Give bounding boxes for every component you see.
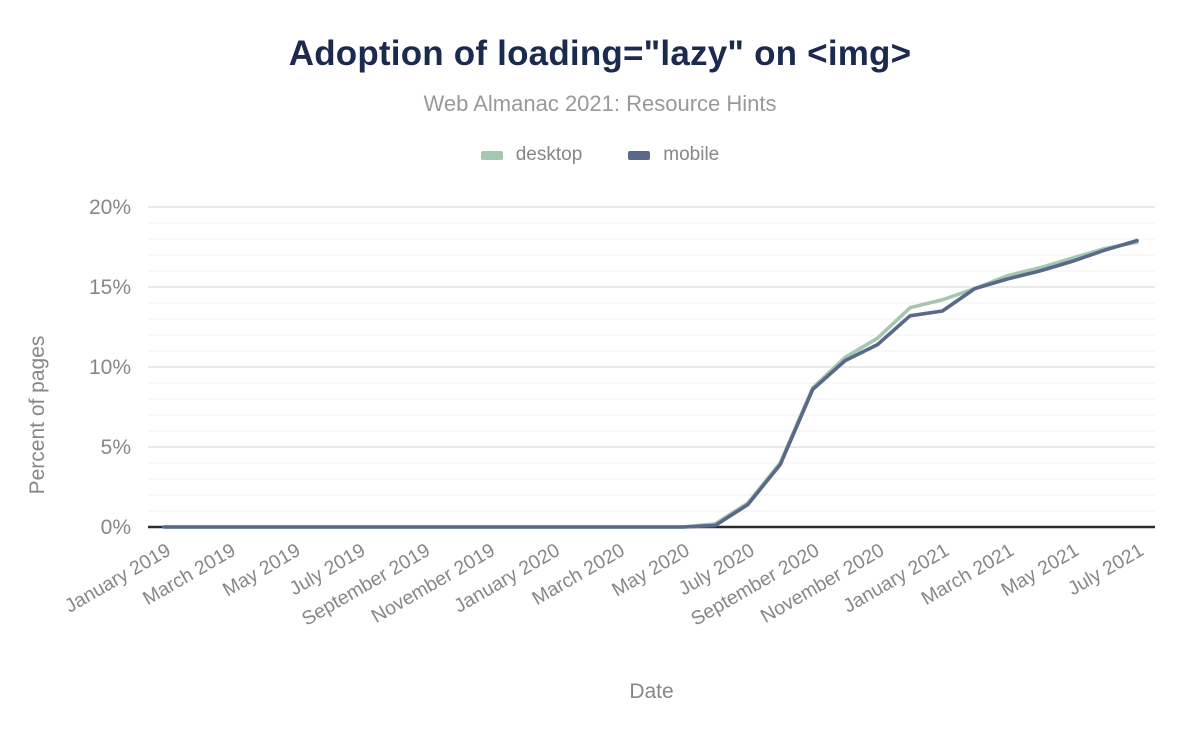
legend-item-mobile[interactable]: mobile <box>628 144 719 166</box>
chart-subtitle: Web Almanac 2021: Resource Hints <box>423 91 777 116</box>
chart-legend: desktop mobile <box>0 144 1200 166</box>
chart-title: Adoption of loading="lazy" on <img> <box>288 34 912 73</box>
legend-label-mobile: mobile <box>663 144 720 165</box>
y-tick-label: 5% <box>101 436 131 459</box>
x-tick-label: January 2019 <box>61 539 174 617</box>
desktop-series-swatch-icon <box>480 150 503 160</box>
y-tick-label: 10% <box>89 356 131 379</box>
legend-item-desktop[interactable]: desktop <box>480 144 583 166</box>
y-tick-label: 0% <box>101 516 131 539</box>
legend-label-desktop: desktop <box>515 144 583 165</box>
y-tick-label: 20% <box>89 196 131 219</box>
mobile-line <box>162 238 1139 529</box>
y-axis-title: Percent of pages <box>26 336 49 495</box>
y-tick-label: 15% <box>89 276 131 299</box>
x-axis-title: Date <box>629 680 673 703</box>
mobile-series-swatch-icon <box>628 150 651 160</box>
plot-area: 0% 5% 10% 15% 20% January 2019 March 2019 May 2… <box>0 175 1200 742</box>
